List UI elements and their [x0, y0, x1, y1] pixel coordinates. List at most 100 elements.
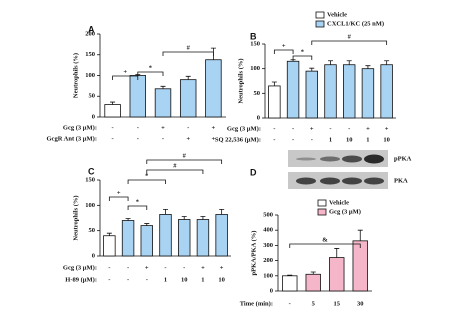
blot-band: [342, 155, 362, 163]
row-mark: +: [201, 264, 205, 271]
row-mark: -: [183, 264, 185, 271]
y-tick-label: 150: [85, 51, 95, 58]
error-bar: [110, 101, 116, 105]
y-tick-label: 200: [263, 257, 273, 264]
blot-band: [342, 177, 362, 185]
y-tick-label: 50: [89, 93, 96, 100]
row-mark: -: [164, 264, 166, 271]
error-bar: [219, 208, 225, 215]
bar: [286, 60, 300, 119]
significance-label: #: [183, 152, 187, 159]
row-label: GcgR Ant (3 µM):: [47, 135, 98, 142]
row-mark: 15: [334, 300, 341, 307]
error-bar: [106, 232, 112, 236]
y-axis-label: Neutrophils (%): [72, 195, 79, 240]
significance-bracket: [273, 49, 294, 54]
blot-label: pPKA: [394, 155, 412, 162]
row-mark: 1: [329, 136, 332, 143]
row-mark: 10: [383, 136, 390, 143]
row-mark: 1: [201, 276, 204, 283]
bar: [361, 68, 375, 119]
row-mark: +: [220, 264, 224, 271]
error-bar: [144, 223, 150, 226]
row-mark: -: [146, 276, 148, 283]
y-tick-label: 100: [85, 202, 95, 209]
bar: [324, 64, 337, 119]
bar: [178, 219, 191, 257]
significance-label: *: [136, 198, 139, 205]
bar: [140, 225, 153, 257]
significance-label: +: [123, 68, 127, 75]
blot-label: PKA: [394, 177, 408, 184]
bar: [179, 79, 197, 118]
row-mark: -: [273, 125, 275, 132]
significance-bracket: [146, 169, 204, 174]
row-label: SQ 22,536 (µM):: [215, 136, 261, 143]
y-tick-label: 50: [89, 227, 96, 234]
y-tick-label: 500: [263, 211, 273, 218]
error-bar: [271, 81, 277, 86]
y-axis-label: Neutrophils (%): [72, 53, 79, 98]
y-tick-label: 150: [85, 176, 95, 183]
row-mark: +: [310, 125, 314, 132]
bar: [129, 75, 147, 118]
legend-label: Vehicle: [329, 199, 349, 206]
error-bar: [357, 229, 363, 241]
error-bar: [384, 60, 390, 65]
panel-label: A: [88, 24, 95, 34]
row-mark: 10: [218, 276, 225, 283]
row-mark: 1: [366, 136, 369, 143]
y-tick-label: 50: [254, 90, 261, 97]
bar: [268, 85, 281, 119]
y-tick-label: 100: [250, 65, 260, 72]
row-mark: -: [108, 276, 110, 283]
bar: [121, 220, 135, 257]
row-mark: -: [187, 124, 189, 131]
error-bar: [310, 271, 316, 275]
row-mark: 10: [346, 136, 353, 143]
blot-band: [296, 177, 316, 185]
significance-label: +: [117, 189, 121, 196]
y-tick-label: 100: [263, 272, 273, 279]
row-mark: -: [273, 136, 275, 143]
row-mark: -: [127, 264, 129, 271]
significance-label: *: [149, 64, 152, 71]
significance-label: *: [145, 172, 148, 179]
row-mark: 5: [312, 300, 316, 307]
row-mark: -: [162, 135, 164, 142]
row-mark: +: [212, 124, 216, 131]
row-label: Gcg (3 µM):: [63, 264, 97, 271]
row-mark: -: [127, 276, 129, 283]
legend-label: CXCL1/KC (25 nM): [327, 20, 384, 27]
blot-band: [364, 154, 384, 164]
panel-label: B: [250, 31, 257, 41]
row-mark: 1: [164, 276, 167, 283]
significance-bracket: [108, 196, 129, 201]
bar: [305, 273, 321, 292]
blot-band: [296, 157, 316, 161]
row-mark: +: [385, 125, 389, 132]
y-tick-label: 300: [263, 242, 273, 249]
row-mark: +: [212, 135, 216, 142]
error-bar: [181, 216, 187, 220]
legend-label: Vehicle: [327, 11, 347, 18]
blot-band: [320, 156, 340, 162]
legend-swatch: [317, 199, 327, 207]
error-bar: [346, 60, 352, 65]
bar: [305, 70, 318, 119]
blot-band: [320, 177, 340, 185]
significance-bracket: [311, 40, 388, 45]
row-mark: -: [329, 125, 331, 132]
row-mark: -: [137, 124, 139, 131]
row-mark: -: [289, 300, 291, 307]
significance-label: #: [173, 162, 177, 169]
bar: [104, 104, 121, 118]
bar: [103, 235, 116, 257]
error-bar: [163, 208, 168, 215]
significance-bracket: [112, 75, 139, 80]
y-tick-label: 400: [263, 227, 273, 234]
row-mark: -: [112, 124, 114, 131]
error-bar: [365, 65, 371, 69]
bar: [205, 59, 222, 118]
bar: [282, 275, 298, 292]
